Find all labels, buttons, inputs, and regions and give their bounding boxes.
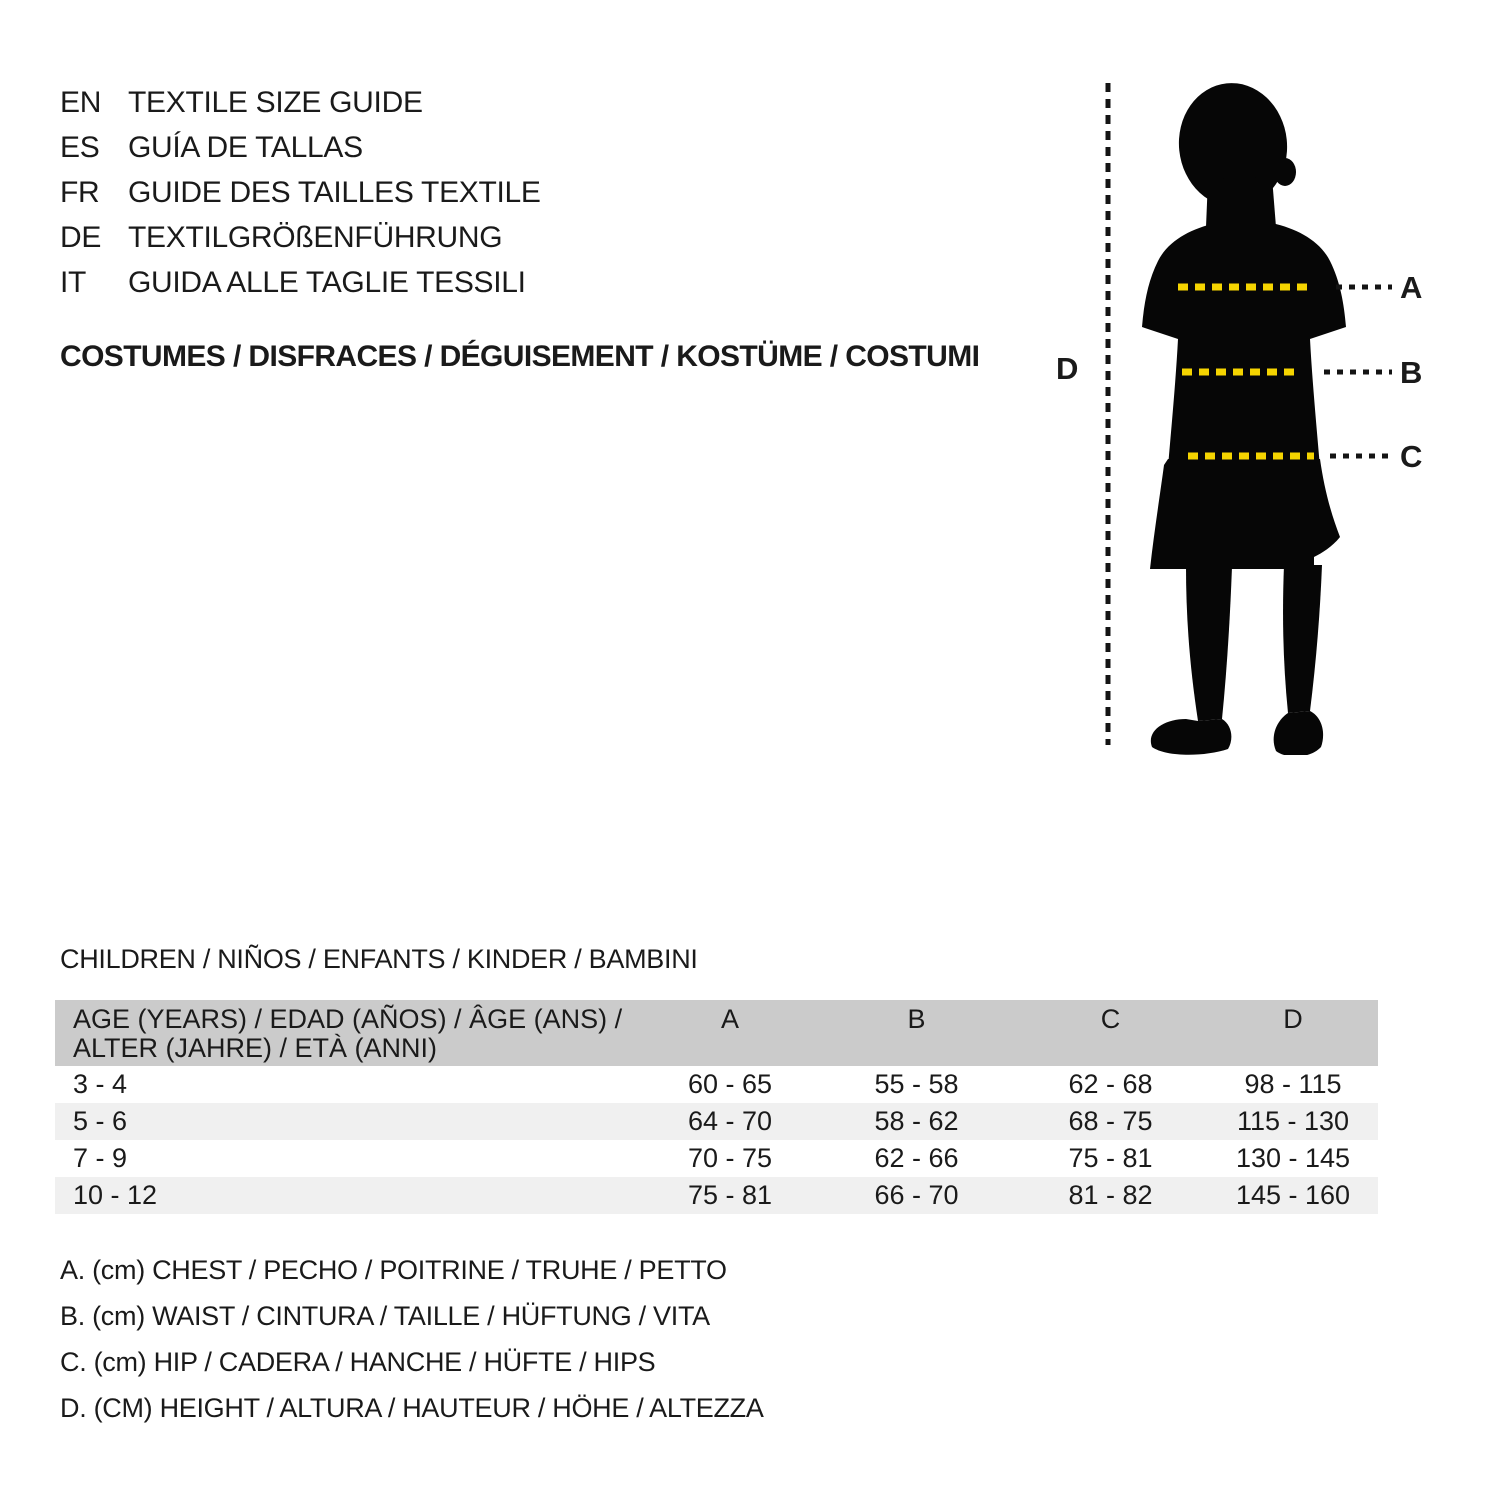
legend-item-chest: A. (cm) CHEST / PECHO / POITRINE / TRUHE… (60, 1255, 727, 1285)
language-row-de: DE TEXTILGRÖßENFÜHRUNG (60, 215, 541, 260)
silhouette-ear (1274, 158, 1296, 186)
chest-cell: 60 - 65 (687, 1069, 773, 1099)
measurement-legend: A. (cm) CHEST / PECHO / POITRINE / TRUHE… (60, 1247, 764, 1431)
measure-label-waist: B (1400, 355, 1423, 390)
language-title-block: EN TEXTILE SIZE GUIDE ES GUÍA DE TALLAS … (60, 80, 541, 305)
age-header-line1: AGE (YEARS) / EDAD (AÑOS) / ÂGE (ANS) / (73, 1004, 623, 1034)
size-table-header-row: AGE (YEARS) / EDAD (AÑOS) / ÂGE (ANS) / … (55, 1000, 1378, 1066)
silhouette-head (1178, 83, 1288, 207)
height-cell: 115 - 130 (1236, 1106, 1350, 1136)
hip-cell: 75 - 81 (1068, 1143, 1153, 1173)
age-cell: 5 - 6 (73, 1106, 128, 1136)
language-row-fr: FR GUIDE DES TAILLES TEXTILE (60, 170, 541, 215)
measure-label-height: D (1056, 351, 1079, 386)
measure-label-chest: A (1400, 270, 1423, 305)
language-title: GUIDA ALLE TAGLIE TESSILI (128, 265, 526, 299)
silhouette-left-shoe (1150, 719, 1232, 755)
language-code: FR (60, 175, 100, 209)
legend-item-hip: C. (cm) HIP / CADERA / HANCHE / HÜFTE / … (60, 1347, 656, 1377)
silhouette-right-leg (1283, 565, 1322, 713)
legend-item-waist: B. (cm) WAIST / CINTURA / TAILLE / HÜFTU… (60, 1301, 710, 1331)
age-header-line2: ALTER (JAHRE) / ETÀ (ANNI) (73, 1033, 438, 1063)
size-table: AGE (YEARS) / EDAD (AÑOS) / ÂGE (ANS) / … (55, 1000, 1378, 1214)
hip-cell: 81 - 82 (1068, 1180, 1153, 1210)
language-title: GUIDE DES TAILLES TEXTILE (128, 175, 541, 209)
child-silhouette-figure (1105, 83, 1392, 755)
age-cell: 7 - 9 (73, 1143, 128, 1173)
height-cell: 145 - 160 (1235, 1180, 1351, 1210)
language-code: ES (60, 130, 100, 164)
waist-cell: 58 - 62 (874, 1106, 959, 1136)
language-code: DE (60, 220, 102, 254)
waist-cell: 55 - 58 (874, 1069, 959, 1099)
child-silhouette (1142, 83, 1346, 755)
legend-item-height: D. (CM) HEIGHT / ALTURA / HAUTEUR / HÖHE… (60, 1393, 764, 1423)
language-code: IT (60, 265, 87, 299)
table-row: 7 - 9 70 - 75 62 - 66 75 - 81 130 - 145 (55, 1140, 1378, 1177)
table-row: 10 - 12 75 - 81 66 - 70 81 - 82 145 - 16… (55, 1177, 1378, 1214)
silhouette-torso (1142, 220, 1346, 473)
chest-cell: 70 - 75 (687, 1143, 773, 1173)
silhouette-shorts (1150, 459, 1340, 569)
column-header-c: C (1100, 1004, 1121, 1034)
measure-label-hip: C (1400, 439, 1423, 474)
children-section-title: CHILDREN / NIÑOS / ENFANTS / KINDER / BA… (60, 944, 698, 974)
silhouette-left-leg (1186, 567, 1232, 721)
language-row-it: IT GUIDA ALLE TAGLIE TESSILI (60, 260, 541, 305)
column-header-d: D (1283, 1004, 1303, 1034)
hip-cell: 62 - 68 (1068, 1069, 1153, 1099)
table-row: 5 - 6 64 - 70 58 - 62 68 - 75 115 - 130 (55, 1103, 1378, 1140)
category-title: COSTUMES / DISFRACES / DÉGUISEMENT / KOS… (60, 340, 980, 373)
language-row-en: EN TEXTILE SIZE GUIDE (60, 80, 541, 125)
language-title: TEXTILE SIZE GUIDE (128, 85, 423, 119)
language-row-es: ES GUÍA DE TALLAS (60, 125, 541, 170)
waist-cell: 62 - 66 (874, 1143, 959, 1173)
age-cell: 10 - 12 (73, 1180, 158, 1210)
hip-cell: 68 - 75 (1068, 1106, 1153, 1136)
height-cell: 98 - 115 (1244, 1069, 1342, 1099)
table-row: 3 - 4 60 - 65 55 - 58 62 - 68 98 - 115 (55, 1066, 1378, 1103)
age-column-header: AGE (YEARS) / EDAD (AÑOS) / ÂGE (ANS) / … (55, 1005, 640, 1066)
language-code: EN (60, 85, 102, 119)
age-cell: 3 - 4 (73, 1069, 128, 1099)
silhouette-right-shoe (1273, 711, 1324, 755)
chest-cell: 64 - 70 (687, 1106, 773, 1136)
column-header-a: A (720, 1004, 739, 1034)
height-cell: 130 - 145 (1235, 1143, 1351, 1173)
language-title: TEXTILGRÖßENFÜHRUNG (128, 220, 503, 254)
silhouette-neck (1206, 177, 1276, 233)
measurement-figure: A B C D (1040, 75, 1500, 765)
language-title: GUÍA DE TALLAS (128, 130, 363, 164)
waist-cell: 66 - 70 (874, 1180, 959, 1210)
column-header-b: B (907, 1004, 926, 1034)
chest-cell: 75 - 81 (687, 1180, 773, 1210)
